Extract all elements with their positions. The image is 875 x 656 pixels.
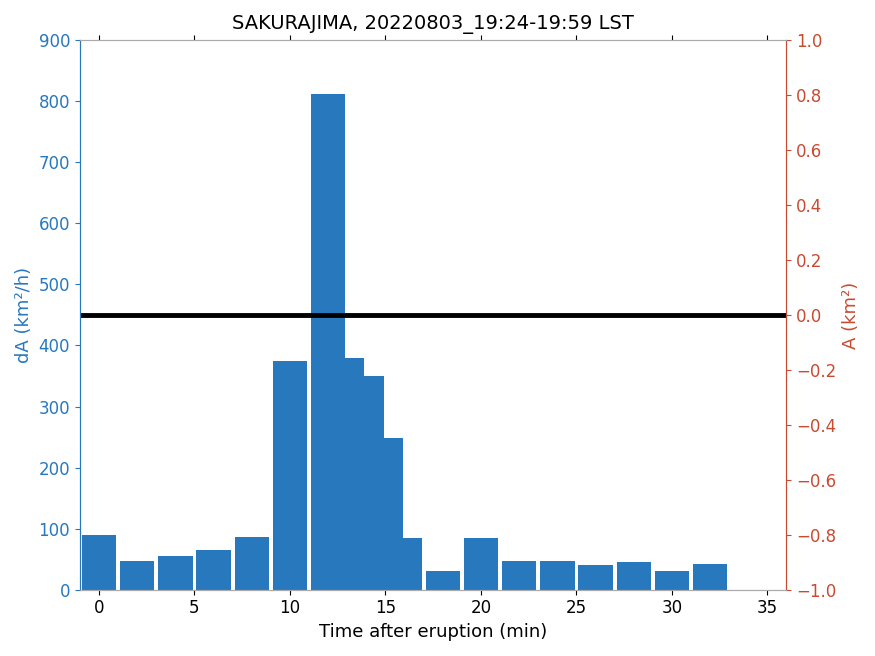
Bar xyxy=(578,565,612,590)
Bar xyxy=(330,358,365,590)
Bar xyxy=(464,538,498,590)
Title: SAKURAJIMA, 20220803_19:24-19:59 LST: SAKURAJIMA, 20220803_19:24-19:59 LST xyxy=(232,15,634,34)
X-axis label: Time after eruption (min): Time after eruption (min) xyxy=(319,623,548,641)
Bar xyxy=(540,561,575,590)
Bar xyxy=(693,564,727,590)
Bar xyxy=(234,537,269,590)
Bar xyxy=(196,550,231,590)
Bar xyxy=(273,361,307,590)
Bar xyxy=(617,562,651,590)
Bar xyxy=(502,561,536,590)
Bar xyxy=(311,94,346,590)
Bar xyxy=(368,438,402,590)
Bar xyxy=(81,535,116,590)
Y-axis label: A (km²): A (km²) xyxy=(842,281,860,348)
Bar xyxy=(158,556,192,590)
Bar xyxy=(425,571,460,590)
Bar xyxy=(654,571,690,590)
Bar xyxy=(349,376,383,590)
Y-axis label: dA (km²/h): dA (km²/h) xyxy=(15,267,33,363)
Bar xyxy=(388,538,422,590)
Bar xyxy=(120,561,154,590)
